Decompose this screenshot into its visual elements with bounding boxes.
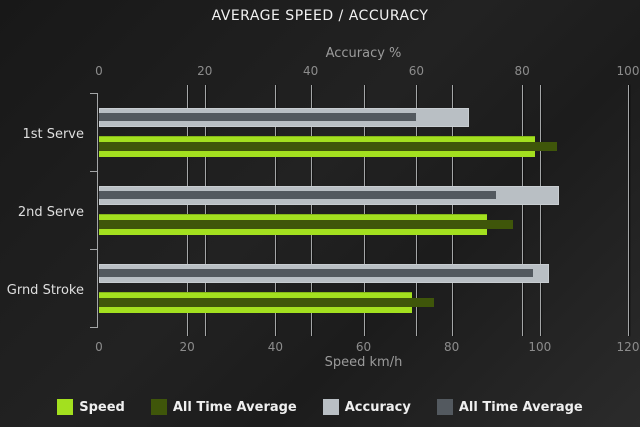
bottom-tick-20: 20 (179, 340, 195, 354)
legend-swatch-2 (150, 399, 167, 415)
legend-swatch-1 (57, 399, 74, 415)
bottom-tick-100: 100 (528, 340, 552, 354)
bottom-tick-40: 40 (267, 340, 283, 354)
legend-item-2: All Time Average (150, 399, 297, 415)
y-axis-line (97, 93, 98, 328)
top-axis-title: Accuracy % (325, 46, 402, 61)
bottom-axis-title: Speed km/h (324, 355, 403, 370)
top-gridline-60 (416, 85, 418, 336)
speed-avg-bar (99, 219, 514, 229)
legend: Speed All Time Average Accuracy All Time Av… (0, 396, 640, 418)
legend-swatch-3 (322, 399, 339, 415)
y-axis-tick-3 (90, 327, 97, 328)
legend-label-1: Speed (79, 399, 125, 415)
bottom-gridline-80 (451, 85, 453, 336)
bottom-tick-80: 80 (444, 340, 460, 354)
bottom-tick-0: 0 (95, 340, 103, 354)
y-axis-tick-2 (90, 249, 97, 250)
y-axis-tick-1 (90, 171, 97, 172)
top-gridline-40 (310, 85, 312, 336)
chart-title: AVERAGE SPEED / ACCURACY (211, 8, 429, 24)
top-tick-100: 100 (616, 64, 640, 78)
legend-item-4: All Time Average (436, 399, 583, 415)
legend-item-1: Speed (57, 399, 125, 415)
accuracy-avg-bar (99, 113, 417, 121)
speed-avg-bar (99, 141, 558, 151)
bottom-gridline-100 (539, 85, 541, 336)
top-gridline-20 (204, 85, 206, 336)
category-label-3: Grnd Stroke (6, 282, 84, 298)
bottom-tick-60: 60 (355, 340, 372, 354)
speed-avg-bar (99, 297, 435, 307)
y-axis-tick-0 (90, 93, 97, 94)
accuracy-avg-bar (99, 269, 533, 277)
legend-label-4: All Time Average (458, 399, 583, 415)
bottom-gridline-20 (187, 85, 189, 336)
legend-label-3: Accuracy (344, 399, 411, 415)
bottom-gridline-60 (363, 85, 365, 336)
top-tick-80: 80 (514, 64, 530, 78)
legend-swatch-4 (436, 399, 453, 415)
bottom-gridline-120 (628, 85, 629, 336)
top-tick-60: 60 (408, 64, 425, 78)
legend-item-3: Accuracy (322, 399, 411, 415)
category-label-1: 1st Serve (22, 126, 84, 142)
accuracy-avg-bar (99, 191, 496, 199)
legend-label-2: All Time Average (172, 399, 297, 415)
bottom-gridline-40 (275, 85, 277, 336)
top-gridline-80 (522, 85, 524, 336)
bottom-tick-120: 120 (616, 340, 640, 354)
top-tick-40: 40 (302, 64, 319, 78)
top-tick-20: 20 (197, 64, 213, 78)
top-tick-0: 0 (95, 64, 103, 78)
category-label-2: 2nd Serve (17, 204, 84, 220)
